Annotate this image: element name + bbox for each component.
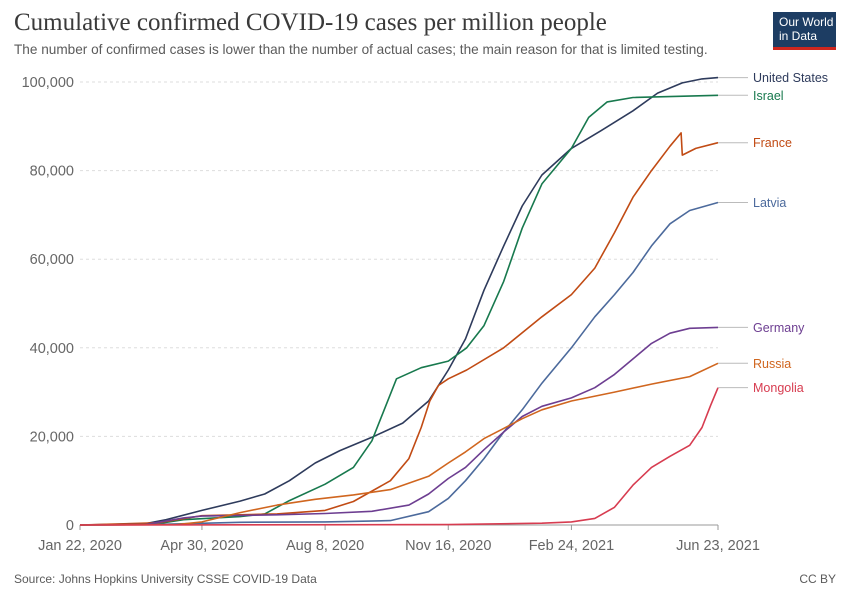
x-tick-label: Jun 23, 2021: [676, 538, 760, 554]
license-link[interactable]: CC BY: [799, 572, 836, 586]
y-tick-label: 0: [66, 518, 74, 534]
series-line-russia: [79, 362, 719, 526]
x-axis-ticks: Jan 22, 2020 Apr 30, 2020 Aug 8, 2020 Nov 1…: [38, 525, 760, 554]
logo-line-2: in Data: [779, 29, 818, 43]
series-label-mongolia: Mongolia: [753, 381, 804, 395]
series-line-latvia: [79, 201, 719, 526]
chart-title: Cumulative confirmed COVID-19 cases per …: [14, 9, 607, 36]
x-tick-label: Feb 24, 2021: [529, 538, 614, 554]
y-tick-label: 80,000: [30, 164, 74, 180]
series-line-france: [79, 132, 719, 526]
series-label-germany: Germany: [753, 321, 805, 335]
grid-lines: [80, 81, 718, 526]
source-note[interactable]: Source: Johns Hopkins University CSSE CO…: [14, 572, 317, 586]
series-lines: [79, 76, 719, 526]
logo-line-1: Our World: [779, 15, 834, 29]
series-label-israel: Israel: [753, 89, 784, 103]
y-tick-label: 100,000: [22, 75, 74, 91]
y-tick-label: 60,000: [30, 252, 74, 268]
x-tick-label: Nov 16, 2020: [405, 538, 491, 554]
chart-subtitle: The number of confirmed cases is lower t…: [14, 42, 708, 57]
series-label-united-states: United States: [753, 71, 828, 85]
series-line-israel: [79, 94, 719, 526]
x-tick-label: Apr 30, 2020: [160, 538, 243, 554]
line-chart: 0 20,000 40,000 60,000 80,000 100,000 Jan 22,…: [22, 71, 828, 554]
x-tick-label: Jan 22, 2020: [38, 538, 122, 554]
series-line-mongolia: [79, 387, 719, 526]
owid-logo[interactable]: Our World in Data: [773, 12, 836, 50]
series-line-germany: [79, 326, 719, 526]
series-label-latvia: Latvia: [753, 196, 786, 210]
y-axis-ticks: 0 20,000 40,000 60,000 80,000 100,000: [22, 75, 74, 534]
series-line-united-states: [79, 76, 719, 526]
series-label-russia: Russia: [753, 357, 791, 371]
series-labels: United States Israel France Latvia Germany Ru…: [718, 71, 828, 395]
y-tick-label: 20,000: [30, 429, 74, 445]
y-tick-label: 40,000: [30, 341, 74, 357]
x-tick-label: Aug 8, 2020: [286, 538, 364, 554]
series-label-france: France: [753, 136, 792, 150]
